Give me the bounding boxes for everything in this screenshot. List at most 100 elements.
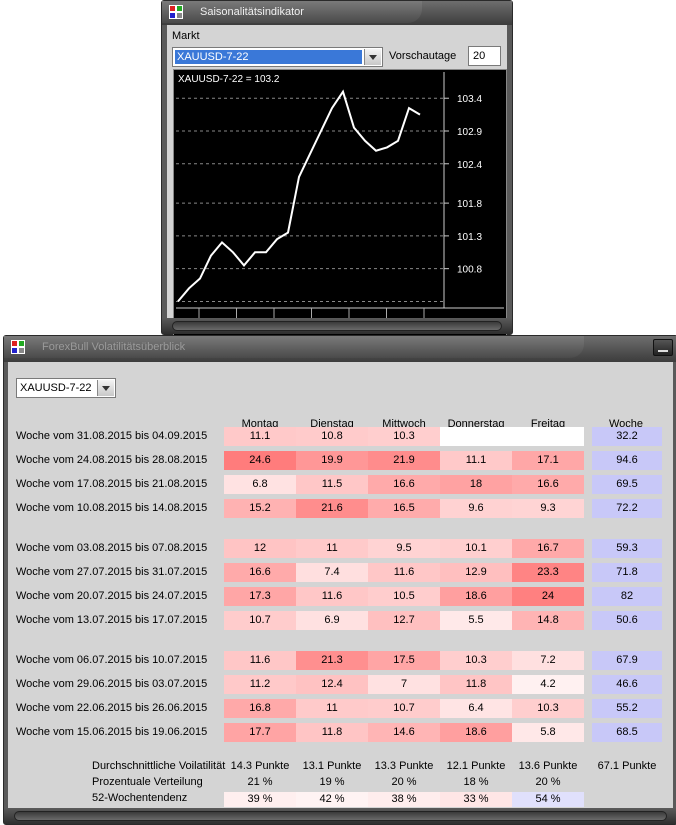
week-volatility-cell: 32.2 [592,427,662,446]
week-row-label: Woche vom 03.08.2015 bis 07.08.2015 [16,542,208,554]
average-volatility-value: 13.6 Punkte [518,760,578,772]
day-volatility-cell [512,427,584,446]
week-volatility-cell: 68.5 [592,723,662,742]
week-volatility-cell: 55.2 [592,699,662,718]
distribution-value: 18 % [463,776,489,788]
week-volatility-cell: 94.6 [592,451,662,470]
week-row-label: Woche vom 22.06.2015 bis 26.06.2015 [16,702,208,714]
trend-52-cell: 33 % [440,792,512,807]
week-volatility-cell: 71.8 [592,563,662,582]
market-select-value: XAUUSD-7-22 [177,51,249,63]
week-row-label: Woche vom 27.07.2015 bis 31.07.2015 [16,566,208,578]
chevron-down-icon[interactable] [97,380,114,396]
day-volatility-cell: 21.6 [296,499,368,518]
day-volatility-cell: 11 [296,699,368,718]
day-volatility-cell: 11.1 [440,451,512,470]
average-volatility-value: 13.3 Punkte [374,760,434,772]
week-volatility-cell: 72.2 [592,499,662,518]
market-label: Markt [172,30,200,42]
day-volatility-cell: 16.6 [368,475,440,494]
week-row-label: Woche vom 06.07.2015 bis 10.07.2015 [16,654,208,666]
day-volatility-cell: 21.9 [368,451,440,470]
day-volatility-cell: 5.8 [512,723,584,742]
day-volatility-cell: 16.5 [368,499,440,518]
day-volatility-cell: 10.5 [368,587,440,606]
week-row-label: Woche vom 17.08.2015 bis 21.08.2015 [16,478,208,490]
distribution-value: 19 % [319,776,345,788]
day-volatility-cell [440,427,512,446]
week-row-label: Woche vom 31.08.2015 bis 04.09.2015 [16,430,208,442]
day-volatility-cell: 19.9 [296,451,368,470]
day-volatility-cell: 16.6 [224,563,296,582]
y-tick-label: 102.4 [457,160,482,171]
average-volatility-label: Durchschnittliche Voilatilität [92,760,226,772]
day-volatility-cell: 24 [512,587,584,606]
day-volatility-cell: 12.4 [296,675,368,694]
trend-52-label: 52-Wochentendenz [92,792,188,804]
week-volatility-cell: 82 [592,587,662,606]
day-volatility-cell: 18.6 [440,587,512,606]
minimize-button[interactable] [653,339,673,356]
distribution-value: 21 % [247,776,273,788]
week-volatility-cell: 67.9 [592,651,662,670]
day-volatility-cell: 11.2 [224,675,296,694]
distribution-value: 20 % [535,776,561,788]
week-row-label: Woche vom 15.06.2015 bis 19.06.2015 [16,726,208,738]
day-volatility-cell: 9.3 [512,499,584,518]
market-select-value: XAUUSD-7-22 [20,382,92,394]
day-volatility-cell: 11.8 [296,723,368,742]
day-volatility-cell: 11.6 [224,651,296,670]
title-bar[interactable]: ForexBull Volatilitätsüberblick [4,336,676,362]
average-volatility-value: 13.1 Punkte [302,760,362,772]
chevron-down-icon[interactable] [364,49,381,65]
average-volatility-value: 12.1 Punkte [446,760,506,772]
day-volatility-cell: 7.2 [512,651,584,670]
day-volatility-cell: 15.2 [224,499,296,518]
day-volatility-cell: 12.7 [368,611,440,630]
week-row-label: Woche vom 13.07.2015 bis 17.07.2015 [16,614,208,626]
day-volatility-cell: 24.6 [224,451,296,470]
day-volatility-cell: 6.8 [224,475,296,494]
day-volatility-cell: 18 [440,475,512,494]
title-bar[interactable]: Saisonalitätsindikator [162,1,512,25]
week-volatility-cell: 69.5 [592,475,662,494]
lookahead-input[interactable]: 20 [468,46,501,66]
day-volatility-cell: 14.6 [368,723,440,742]
trend-52-cell: 38 % [368,792,440,807]
app-icon [11,340,25,354]
volatility-window: ForexBull Volatilitätsüberblick XAUUSD-7… [3,335,676,825]
y-tick-label: 101.3 [457,232,482,243]
series-line [177,89,421,303]
day-volatility-cell: 11 [296,539,368,558]
day-volatility-cell: 11.5 [296,475,368,494]
day-volatility-cell: 10.3 [512,699,584,718]
day-volatility-cell: 17.5 [368,651,440,670]
day-volatility-cell: 10.3 [440,651,512,670]
distribution-value: 20 % [391,776,417,788]
day-volatility-cell: 10.1 [440,539,512,558]
average-volatility-value: 67.1 Punkte [597,760,657,772]
day-volatility-cell: 17.7 [224,723,296,742]
week-row-label: Woche vom 10.08.2015 bis 14.08.2015 [16,502,208,514]
day-volatility-cell: 11.8 [440,675,512,694]
market-select[interactable]: XAUUSD-7-22 [172,47,383,67]
day-volatility-cell: 16.8 [224,699,296,718]
day-volatility-cell: 11.6 [368,563,440,582]
seasonality-panel: Markt XAUUSD-7-22 Vorschautage 20 103.4 1… [167,25,507,337]
day-volatility-cell: 16.7 [512,539,584,558]
day-volatility-cell: 6.4 [440,699,512,718]
window-title: Saisonalitätsindikator [200,6,304,18]
y-tick-label: 103.4 [457,94,482,105]
day-volatility-cell: 10.7 [368,699,440,718]
week-row-label: Woche vom 29.06.2015 bis 03.07.2015 [16,678,208,690]
market-select[interactable]: XAUUSD-7-22 [16,378,116,398]
day-volatility-cell: 17.3 [224,587,296,606]
day-volatility-cell: 4.2 [512,675,584,694]
day-volatility-cell: 17.1 [512,451,584,470]
chart-title: XAUUSD-7-22 = 103.2 [178,74,280,85]
day-volatility-cell: 10.7 [224,611,296,630]
day-volatility-cell: 11.6 [296,587,368,606]
day-volatility-cell: 16.6 [512,475,584,494]
